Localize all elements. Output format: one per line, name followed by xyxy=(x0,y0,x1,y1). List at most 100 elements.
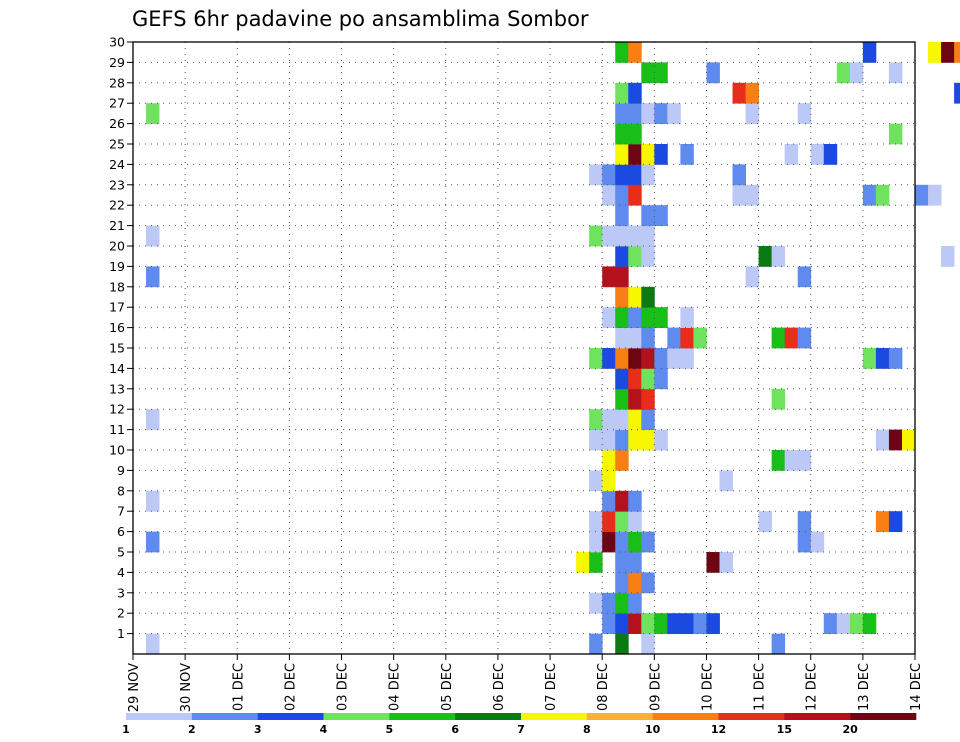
x-tick-label: 30 NOV xyxy=(179,663,194,712)
heatmap-cell xyxy=(862,184,877,206)
heatmap-cell xyxy=(641,572,655,594)
colorbar-label: 15 xyxy=(777,723,792,736)
heatmap-cell xyxy=(654,368,668,390)
heatmap-cell xyxy=(602,225,616,247)
heatmap-cell xyxy=(654,62,668,84)
heatmap-cell xyxy=(641,103,655,124)
colorbar-swatch xyxy=(586,713,653,720)
heatmap-cell xyxy=(589,409,603,430)
colorbar-swatch xyxy=(718,713,785,720)
heatmap-cell xyxy=(641,633,655,655)
colorbar-label: 20 xyxy=(843,723,859,736)
heatmap-cell xyxy=(771,388,786,410)
heatmap-cell xyxy=(628,225,642,247)
heatmap-cell xyxy=(654,103,668,124)
y-tick-label: 17 xyxy=(109,300,125,315)
heatmap-cell xyxy=(641,348,655,369)
heatmap-cell xyxy=(771,633,786,655)
colorbar: 1 2 3 4 5 6 7 8 10 12 15 20 xyxy=(122,713,917,736)
heatmap-cell xyxy=(836,613,851,634)
heatmap-cell xyxy=(602,307,616,328)
heatmap-cell xyxy=(602,348,616,369)
heatmap-cell xyxy=(615,205,629,226)
heatmap-cell xyxy=(615,552,629,573)
heatmap-cell xyxy=(146,531,160,553)
y-tick-label: 12 xyxy=(109,402,125,417)
heatmap-cell xyxy=(628,409,642,430)
heatmap-cell xyxy=(628,307,642,328)
y-tick-label: 23 xyxy=(109,177,125,192)
y-tick-label: 11 xyxy=(109,422,125,437)
heatmap-cell xyxy=(693,327,707,349)
y-tick-label: 19 xyxy=(109,259,125,274)
heatmap-cell xyxy=(615,225,629,247)
heatmap-cell xyxy=(680,307,694,328)
heatmap-cell xyxy=(745,82,759,104)
heatmap-cell xyxy=(615,82,629,104)
heatmap-cell xyxy=(641,327,655,349)
heatmap-cell xyxy=(797,103,812,124)
heatmap-cell xyxy=(602,184,616,206)
heatmap-cell xyxy=(615,246,629,267)
heatmap-cell xyxy=(602,511,616,532)
heatmap-cell xyxy=(941,42,955,63)
y-tick-label: 14 xyxy=(109,361,125,376)
chart-title: GEFS 6hr padavine po ansamblima Sombor xyxy=(132,7,589,31)
x-tick-label: 06 DEC xyxy=(492,663,507,711)
heatmap-cell xyxy=(615,123,629,145)
heatmap-cell xyxy=(745,184,759,206)
heatmap-cell xyxy=(641,429,655,451)
heatmap-cell xyxy=(628,572,642,594)
heatmap-cell xyxy=(641,144,655,165)
heatmap-cell xyxy=(628,42,642,63)
y-tick-label: 30 xyxy=(109,35,125,50)
y-tick-label: 6 xyxy=(117,524,125,539)
heatmap-cell xyxy=(901,429,916,451)
heatmap-cell xyxy=(836,62,851,84)
colorbar-swatch xyxy=(784,713,851,720)
heatmap-cell xyxy=(875,429,890,451)
heatmap-cell xyxy=(941,246,955,267)
heatmap-cell xyxy=(628,246,642,267)
colorbar-label: 4 xyxy=(320,723,328,736)
heatmap-cell xyxy=(628,144,642,165)
heatmap-cell xyxy=(615,429,629,451)
heatmap-cell xyxy=(589,429,603,451)
x-tick-label: 03 DEC xyxy=(336,663,351,711)
heatmap-cell xyxy=(888,511,903,532)
heatmap-cell xyxy=(875,348,890,369)
heatmap-cell xyxy=(810,531,825,553)
colorbar-swatch xyxy=(191,713,258,720)
heatmap-cell xyxy=(641,368,655,390)
x-tick-label: 07 DEC xyxy=(544,663,559,711)
colorbar-swatch xyxy=(323,713,390,720)
heatmap-cell xyxy=(589,592,603,614)
heatmap-cell xyxy=(797,327,812,349)
heatmap-cell xyxy=(862,42,877,63)
heatmap-cell xyxy=(732,184,746,206)
heatmap-cell xyxy=(680,348,694,369)
heatmap-cell xyxy=(888,429,903,451)
heatmap-cell xyxy=(641,246,655,267)
colorbar-label: 7 xyxy=(517,723,525,736)
heatmap-cell xyxy=(589,348,603,369)
heatmap-cell xyxy=(915,184,929,206)
heatmap-cell xyxy=(146,490,160,512)
heatmap-cell xyxy=(589,164,603,186)
heatmap-cell xyxy=(628,511,642,532)
heatmap-cell xyxy=(641,62,655,84)
x-tick-label: 12 DEC xyxy=(805,663,820,711)
colorbar-swatch xyxy=(652,713,719,720)
heatmap-cell xyxy=(641,286,655,308)
heatmap-cell xyxy=(641,409,655,430)
x-tick-label: 13 DEC xyxy=(857,663,872,711)
colorbar-label: 10 xyxy=(645,723,661,736)
colorbar-swatch xyxy=(126,713,193,720)
colorbar-label: 2 xyxy=(188,723,196,736)
heatmap-cell xyxy=(589,470,603,492)
colorbar-swatch xyxy=(850,713,917,720)
heatmap-cell xyxy=(602,409,616,430)
heatmap-cell xyxy=(654,429,668,451)
heatmap-cell xyxy=(667,103,681,124)
y-tick-label: 28 xyxy=(109,75,125,90)
